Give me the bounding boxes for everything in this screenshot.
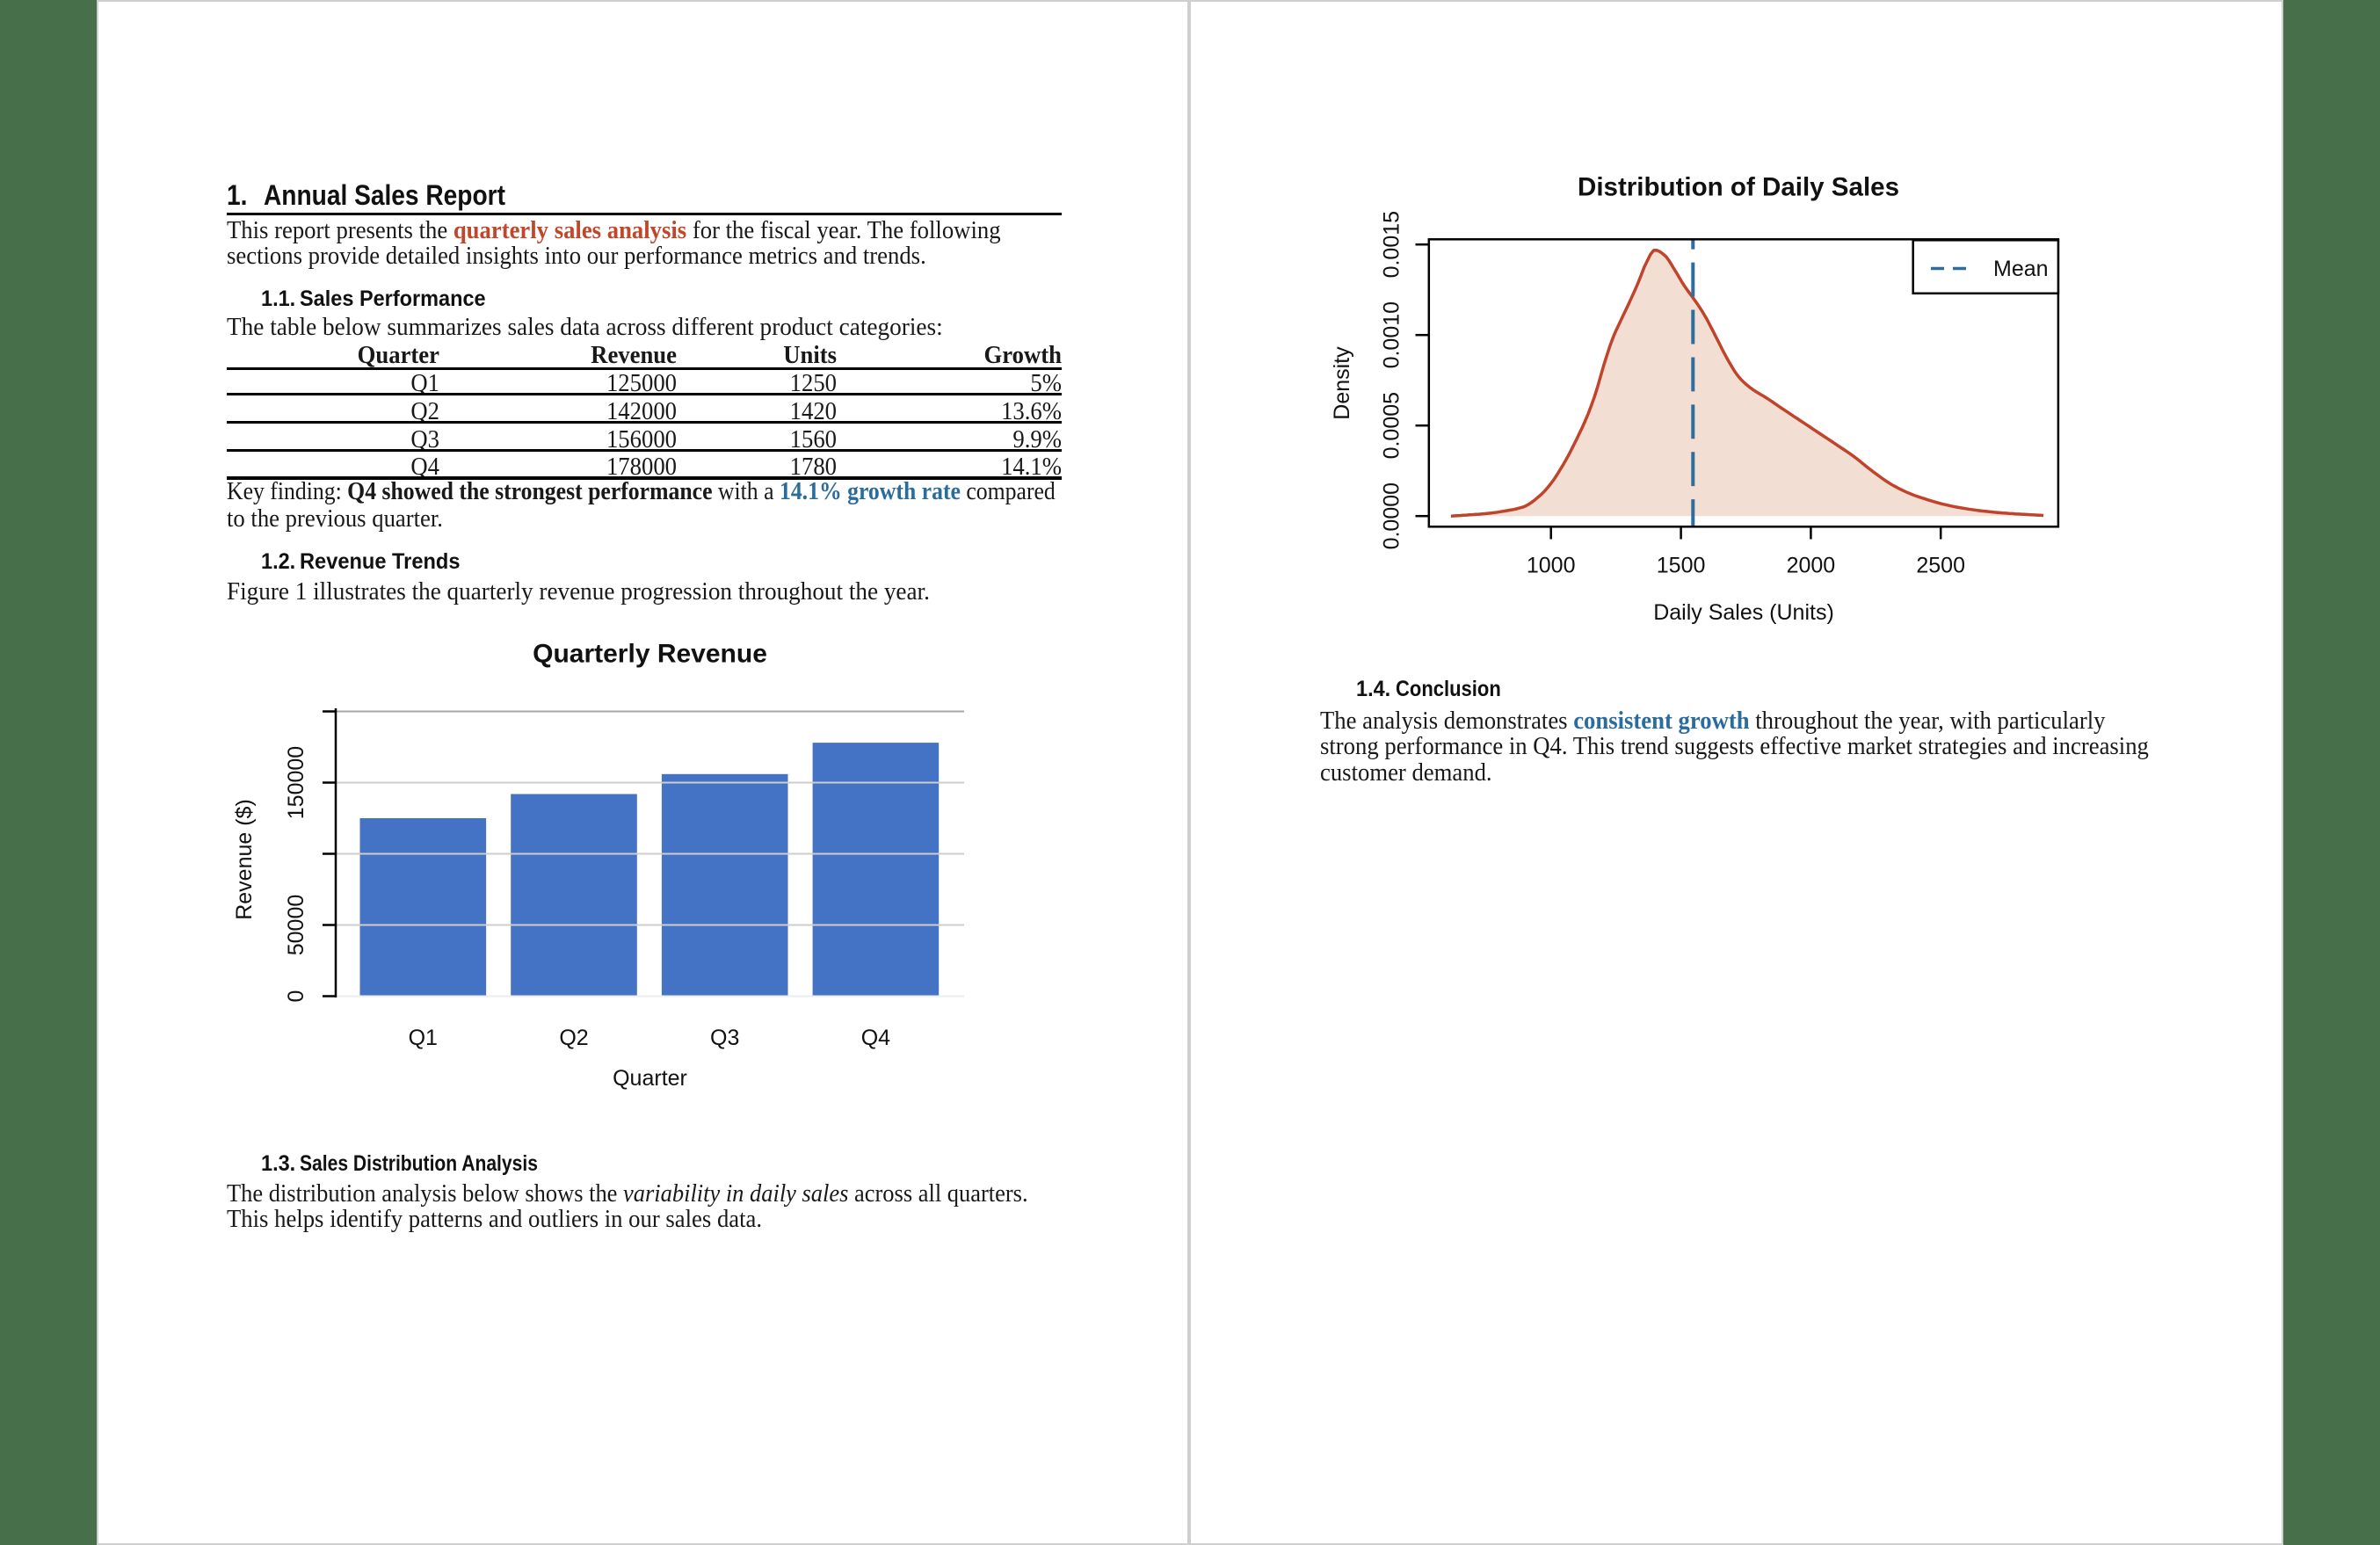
svg-text:1000: 1000 [1527,554,1576,578]
svg-text:Distribution of Daily Sales: Distribution of Daily Sales [1578,173,1899,202]
svg-text:Quarterly Revenue: Quarterly Revenue [533,640,767,669]
svg-text:Mean: Mean [1993,257,2049,281]
svg-text:2500: 2500 [1916,554,1965,578]
svg-text:Density: Density [1330,346,1354,420]
svg-text:2000: 2000 [1787,554,1836,578]
svg-text:Q2: Q2 [559,1026,588,1050]
svg-text:0.0015: 0.0015 [1380,211,1404,278]
svg-text:Daily Sales (Units): Daily Sales (Units) [1653,600,1834,625]
svg-text:Quarter: Quarter [613,1066,687,1091]
svg-text:150000: 150000 [284,746,308,819]
svg-text:50000: 50000 [284,895,308,956]
svg-text:0: 0 [284,990,308,1003]
svg-text:Q1: Q1 [409,1026,438,1050]
svg-text:0.0005: 0.0005 [1380,392,1404,459]
svg-text:0.0000: 0.0000 [1380,482,1404,549]
svg-text:Q4: Q4 [861,1026,890,1050]
svg-text:0.0010: 0.0010 [1380,301,1404,368]
svg-text:Q3: Q3 [710,1026,739,1050]
svg-text:Revenue ($): Revenue ($) [232,799,257,920]
svg-text:1500: 1500 [1657,554,1706,578]
